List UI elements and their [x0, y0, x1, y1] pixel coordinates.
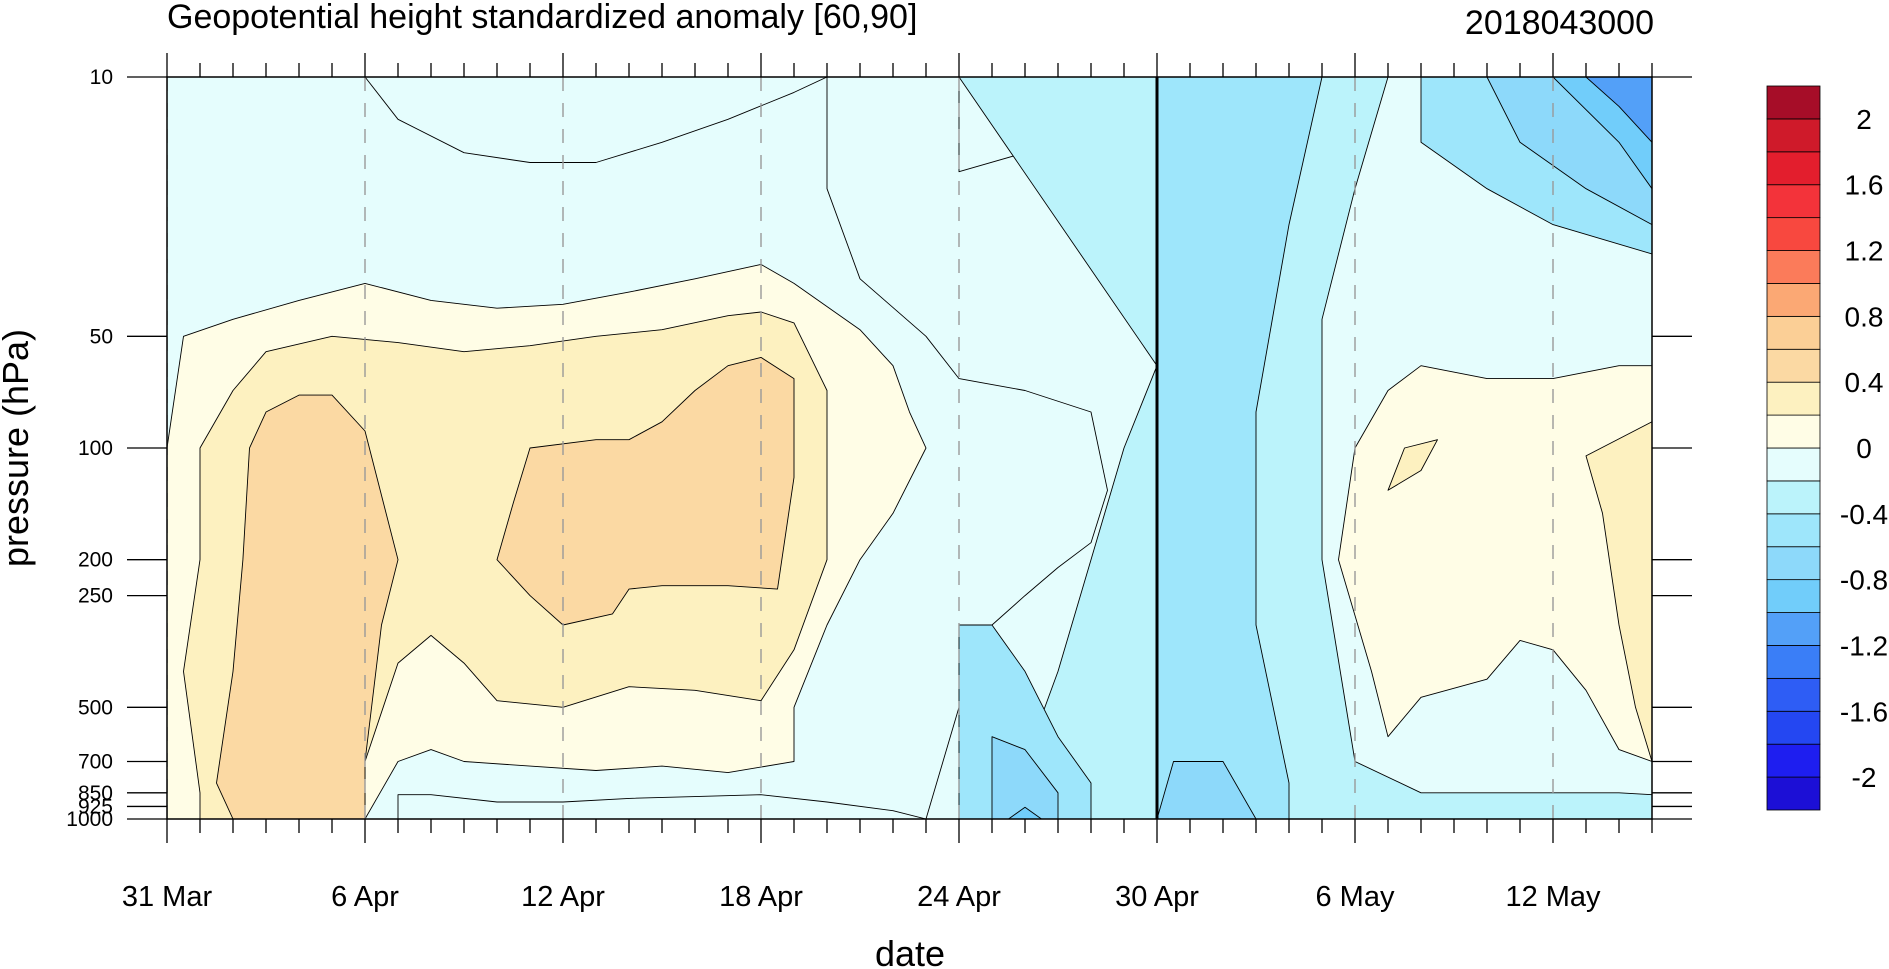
x-tick-label: 18 Apr [719, 881, 803, 913]
colorbar-swatch [1766, 480, 1821, 515]
colorbar-swatch [1766, 151, 1821, 186]
colorbar-swatch [1766, 217, 1821, 251]
colorbar-swatch [1766, 677, 1821, 712]
y-tick-label: 200 [78, 549, 113, 572]
colorbar-swatch [1766, 513, 1821, 548]
colorbar-swatch [1766, 184, 1821, 219]
colorbar-legend: 2 1.6 1.2 0.8 0.4 0 -0.4 -0.8 -1.2 -1.6 -2 [1766, 85, 1888, 811]
colorbar-swatch [1766, 414, 1821, 449]
x-tick-label: 31 Mar [122, 881, 213, 913]
y-axis-label: pressure (hPa) [0, 329, 36, 567]
colorbar-label: -1.2 [1840, 630, 1888, 661]
colorbar-swatch [1766, 118, 1821, 153]
colorbar-label: -2 [1852, 762, 1877, 793]
x-tick-label: 6 Apr [331, 881, 399, 913]
y-tick-label: 700 [78, 751, 113, 774]
y-tick-label: 1000 [66, 808, 113, 831]
colorbar-swatch [1766, 743, 1821, 778]
contour-region [1585, 421, 1652, 762]
colorbar-swatch [1766, 348, 1821, 383]
contour-region [1387, 439, 1438, 491]
x-tick-label: 12 May [1505, 881, 1601, 913]
colorbar-label: 0 [1856, 433, 1872, 464]
colorbar-swatch [1766, 776, 1821, 811]
contour-region [1585, 77, 1652, 143]
colorbar-swatch [1766, 315, 1821, 350]
contour-region [1008, 806, 1042, 819]
contour-region [1156, 761, 1257, 819]
y-tick-label: 50 [90, 325, 113, 348]
colorbar-swatch [1766, 381, 1821, 416]
chart-title: Geopotential height standardized anomaly… [167, 0, 917, 36]
x-tick-label: 6 May [1316, 881, 1395, 913]
colorbar-swatch [1766, 612, 1821, 646]
colorbar-label: -1.6 [1840, 696, 1888, 727]
contour-region [991, 736, 1059, 819]
plot-area [166, 76, 1653, 820]
colorbar-swatch [1766, 579, 1821, 613]
y-tick-label: 500 [78, 696, 113, 719]
colorbar-swatch [1766, 645, 1821, 679]
chart-date-stamp: 2018043000 [1465, 4, 1654, 42]
x-axis: 31 Mar 6 Apr 12 Apr 18 Apr 24 Apr 30 Apr 6 May… [122, 53, 1653, 913]
y-tick-label: 100 [78, 437, 113, 460]
x-tick-label: 30 Apr [1115, 881, 1199, 913]
colorbar-swatch [1766, 447, 1821, 482]
colorbar-swatch [1766, 250, 1821, 284]
x-tick-label: 24 Apr [917, 881, 1001, 913]
colorbar-label: 2 [1856, 104, 1872, 135]
y-tick-label: 250 [78, 585, 113, 608]
colorbar-swatch [1766, 546, 1821, 581]
contour-region [364, 77, 828, 163]
x-tick-label: 12 Apr [521, 881, 605, 913]
x-axis-label: date [875, 933, 945, 969]
colorbar-swatch [1766, 710, 1821, 745]
colorbar-swatch [1766, 283, 1821, 317]
y-tick-label: 925 [78, 795, 113, 818]
colorbar-label: 1.6 [1845, 170, 1884, 201]
colorbar-label: 0.4 [1845, 367, 1884, 398]
colorbar-label: 0.8 [1845, 301, 1884, 332]
contour-region [216, 394, 399, 819]
colorbar-label: 1.2 [1845, 236, 1884, 267]
contour-region [496, 356, 795, 626]
colorbar-label: -0.4 [1840, 499, 1888, 530]
y-tick-label: 850 [78, 782, 113, 805]
contour-region [1156, 77, 1323, 819]
y-tick-label: 10 [90, 66, 113, 89]
colorbar-label: -0.8 [1840, 565, 1888, 596]
colorbar-swatch [1766, 85, 1821, 120]
